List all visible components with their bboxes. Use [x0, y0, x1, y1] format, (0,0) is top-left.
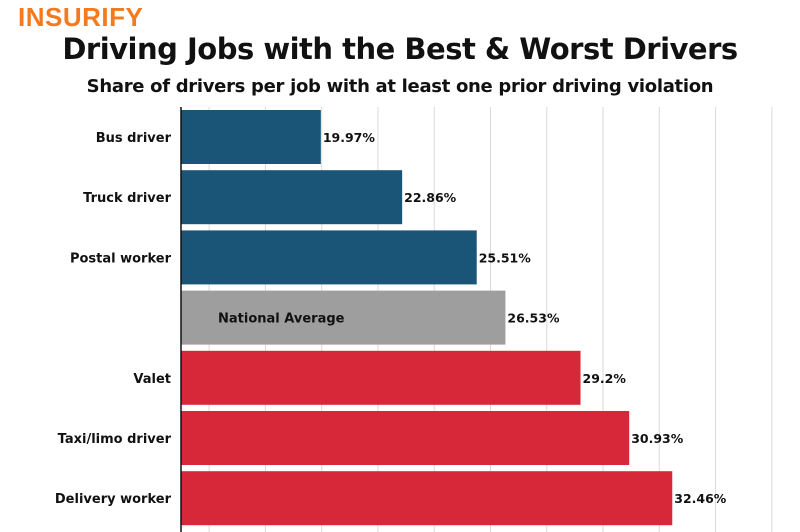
- bar-truck-driver: [181, 170, 403, 225]
- bar-bus-driver: [181, 110, 321, 164]
- bar-national-average: [181, 290, 506, 345]
- category-label: Valet: [133, 372, 171, 387]
- insurify-logo: INSURIFY: [18, 2, 144, 32]
- data-label: 22.86%: [404, 190, 457, 205]
- data-label: 32.46%: [674, 491, 727, 506]
- chart-subtitle: Share of drivers per job with at least o…: [86, 76, 714, 97]
- chart-title: Driving Jobs with the Best & Worst Drive…: [62, 32, 738, 66]
- data-label: 26.53%: [507, 311, 560, 326]
- data-label: 29.2%: [583, 371, 627, 386]
- data-label: 30.93%: [631, 431, 684, 446]
- bar-valet: [181, 350, 581, 405]
- data-label: 25.51%: [479, 250, 532, 265]
- category-label: Delivery worker: [55, 492, 172, 507]
- data-label: 19.97%: [323, 130, 376, 145]
- category-label: Bus driver: [96, 131, 172, 146]
- bar-postal-worker: [181, 230, 477, 285]
- category-label: Taxi/limo driver: [58, 432, 172, 447]
- category-label: National Average: [218, 312, 345, 327]
- category-label: Postal worker: [70, 251, 172, 266]
- bar-delivery-worker: [181, 471, 673, 526]
- bar-taxi-limo-driver: [181, 411, 630, 465]
- category-label: Truck driver: [83, 191, 171, 206]
